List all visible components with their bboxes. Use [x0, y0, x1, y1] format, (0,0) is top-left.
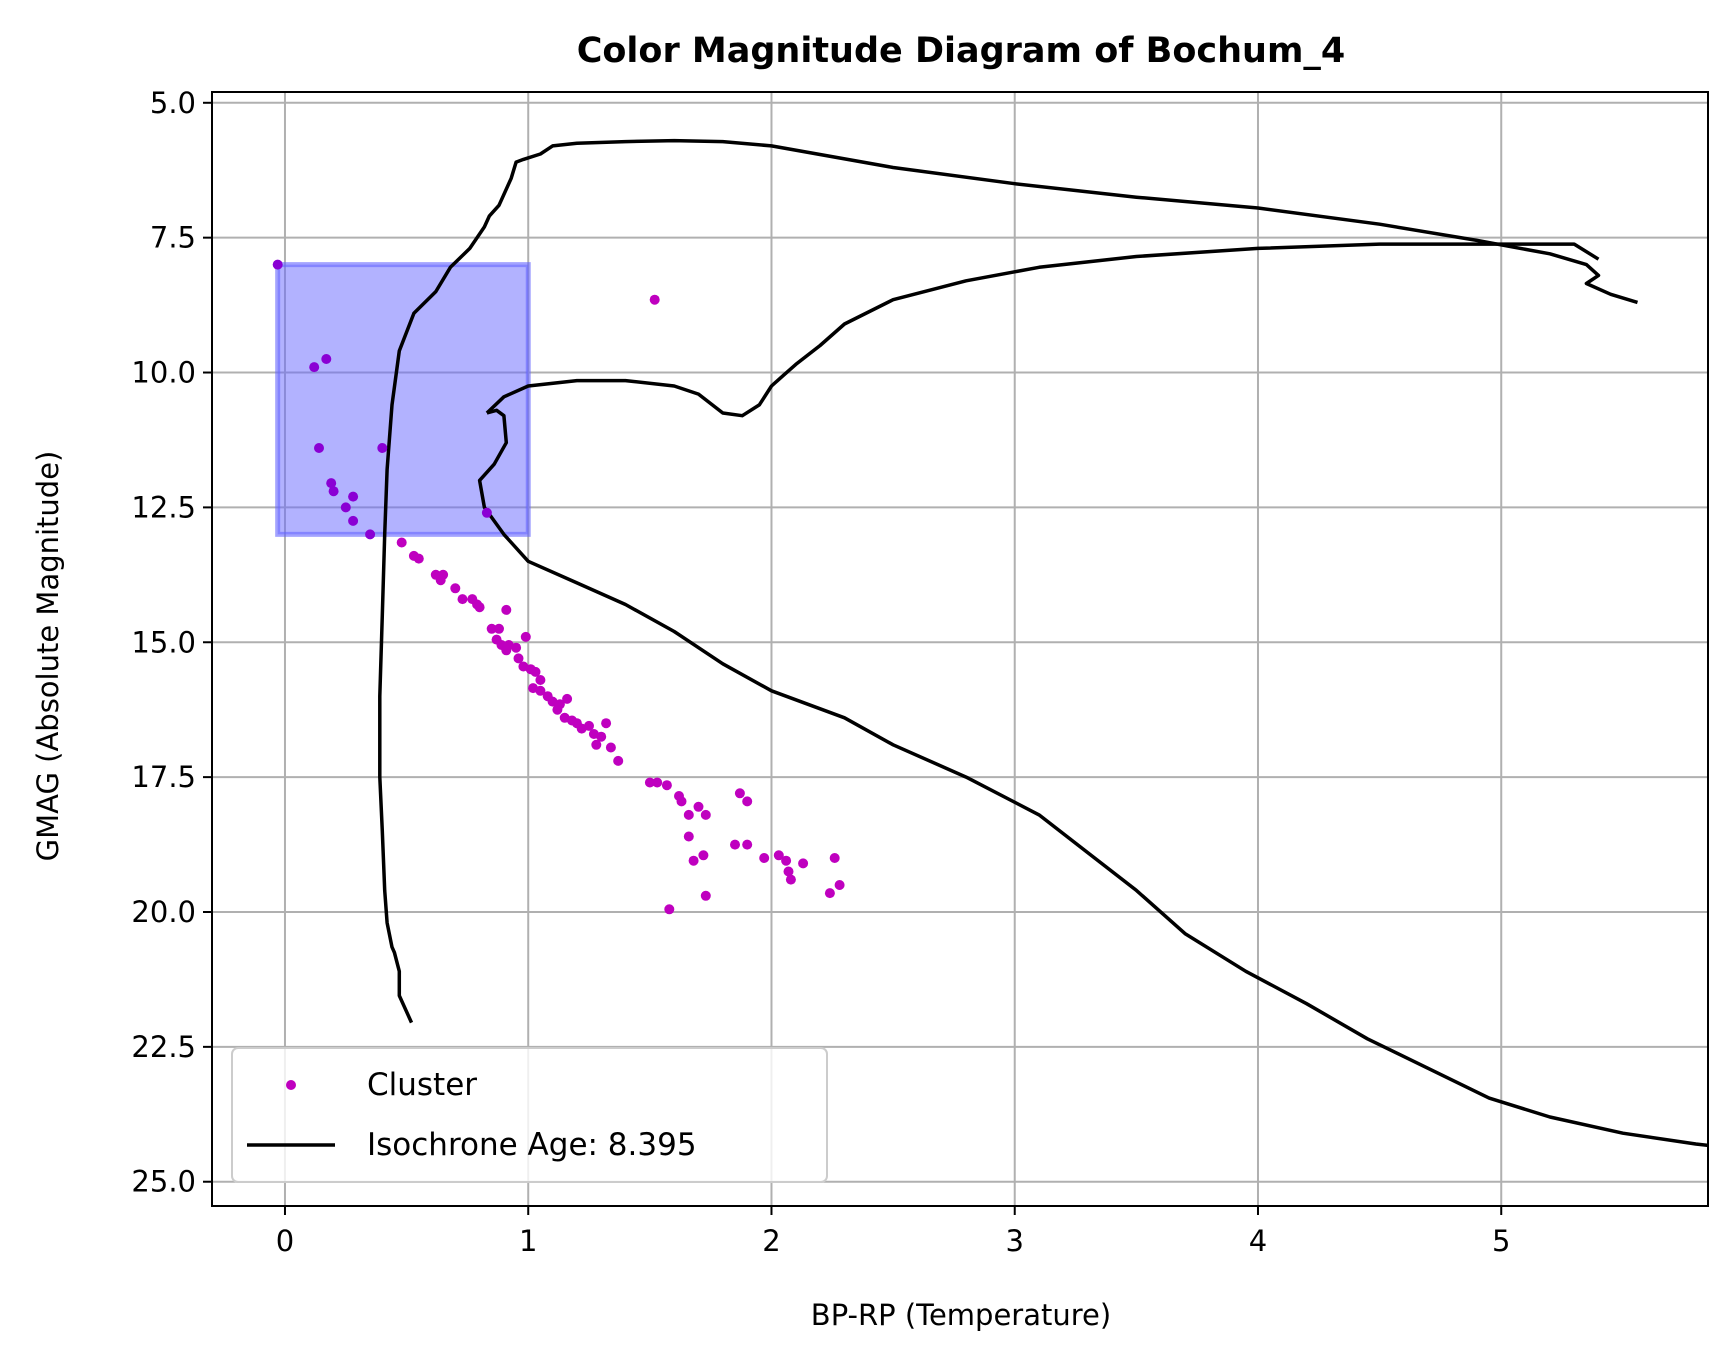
isochrone-line-segment — [378, 138, 1639, 1024]
y-tick-label: 25.0 — [131, 1165, 196, 1199]
cluster-point — [481, 507, 492, 518]
cluster-point — [450, 583, 461, 594]
x-tick-label: 2 — [762, 1224, 780, 1258]
cluster-point — [688, 855, 699, 866]
cluster-point — [326, 478, 337, 489]
x-tick-label: 3 — [1006, 1224, 1024, 1258]
cluster-point — [511, 642, 522, 653]
cluster-point — [759, 853, 770, 863]
y-axis-label: GMAG (Absolute Magnitude) — [31, 451, 65, 862]
cluster-point — [591, 739, 602, 750]
cluster-point — [562, 693, 573, 704]
y-tick-label: 15.0 — [131, 625, 196, 659]
cluster-point — [435, 575, 446, 586]
x-tick-label: 0 — [276, 1224, 294, 1258]
y-tick-label: 12.5 — [131, 490, 196, 524]
selection-box-layer — [275, 262, 531, 537]
cluster-point — [457, 594, 468, 605]
cluster-point — [613, 755, 624, 766]
cluster-point — [683, 809, 694, 820]
legend-cluster-marker — [286, 1080, 296, 1090]
isochrone-line-segment — [485, 242, 1600, 418]
y-tick-label: 22.5 — [131, 1030, 196, 1064]
legend-isochrone-label: Isochrone Age: 8.395 — [367, 1127, 697, 1163]
cluster-point — [601, 718, 612, 729]
cluster-point — [649, 294, 660, 305]
isochrone-lines — [378, 138, 1708, 1148]
cluster-point — [661, 780, 672, 791]
cluster-point — [798, 858, 809, 869]
cluster-point — [520, 631, 531, 642]
cluster-point — [348, 515, 359, 526]
cluster-point — [730, 839, 740, 850]
cluster-point — [781, 855, 792, 866]
cluster-point — [396, 537, 407, 548]
cluster-point — [644, 777, 655, 788]
y-tick-label: 17.5 — [131, 760, 196, 794]
cluster-point — [365, 529, 376, 540]
cluster-point — [742, 796, 753, 807]
cluster-point — [321, 354, 332, 364]
legend-cluster-label: Cluster — [367, 1067, 477, 1103]
cluster-point — [584, 720, 594, 731]
cluster-point — [309, 362, 320, 373]
cluster-point — [676, 796, 687, 807]
cluster-point — [513, 653, 524, 664]
axis-ticks: 0 1 2 3 4 5 5.0 7.5 10.0 12.5 15.0 17.5 20.0 22.5 25.0 — [131, 86, 1510, 1258]
x-axis-label: BP-RP (Temperature) — [811, 1298, 1111, 1332]
cluster-point — [700, 809, 711, 820]
cluster-point — [535, 675, 546, 685]
y-tick-label: 10.0 — [131, 356, 196, 390]
cluster-point — [824, 888, 835, 899]
cluster-point — [785, 874, 796, 885]
cluster-points — [272, 259, 845, 915]
cluster-point — [829, 853, 840, 863]
cluster-point — [501, 645, 512, 656]
cluster-point — [348, 491, 359, 502]
cluster-point — [605, 742, 616, 753]
cluster-point — [664, 904, 675, 915]
cluster-point — [501, 604, 512, 615]
cluster-point — [734, 788, 745, 799]
cluster-point — [783, 866, 794, 877]
cluster-point — [700, 890, 711, 901]
y-tick-label: 20.0 — [131, 895, 196, 929]
legend-box — [231, 1047, 828, 1183]
cluster-point — [494, 623, 504, 634]
cluster-point — [773, 850, 784, 861]
y-tick-label: 5.0 — [150, 86, 196, 120]
cluster-point — [535, 685, 546, 696]
legend: Cluster Isochrone Age: 8.395 — [231, 1047, 828, 1183]
y-tick-label: 7.5 — [150, 221, 196, 255]
cluster-point — [377, 443, 388, 453]
cluster-point — [742, 839, 753, 850]
cluster-point — [328, 486, 339, 497]
cluster-point — [552, 704, 563, 715]
cluster-point — [272, 259, 283, 270]
selection-box — [275, 262, 531, 537]
cluster-point — [834, 880, 845, 890]
cluster-point — [486, 623, 497, 634]
isochrone-line-segment — [477, 408, 1708, 1148]
chart-title: Color Magnitude Diagram of Bochum_4 — [577, 31, 1346, 71]
cluster-point — [314, 443, 324, 453]
plot-frame — [211, 91, 1709, 1207]
cluster-point — [474, 602, 485, 613]
cluster-point — [683, 831, 694, 842]
cluster-point — [652, 777, 663, 788]
cluster-point — [698, 850, 709, 861]
cluster-point — [413, 553, 424, 564]
cluster-point — [340, 502, 351, 513]
x-tick-label: 5 — [1492, 1224, 1510, 1258]
cluster-point — [693, 801, 704, 812]
x-tick-label: 4 — [1249, 1224, 1267, 1258]
cluster-point — [530, 666, 541, 677]
cluster-point — [596, 731, 607, 742]
x-tick-label: 1 — [519, 1224, 537, 1258]
